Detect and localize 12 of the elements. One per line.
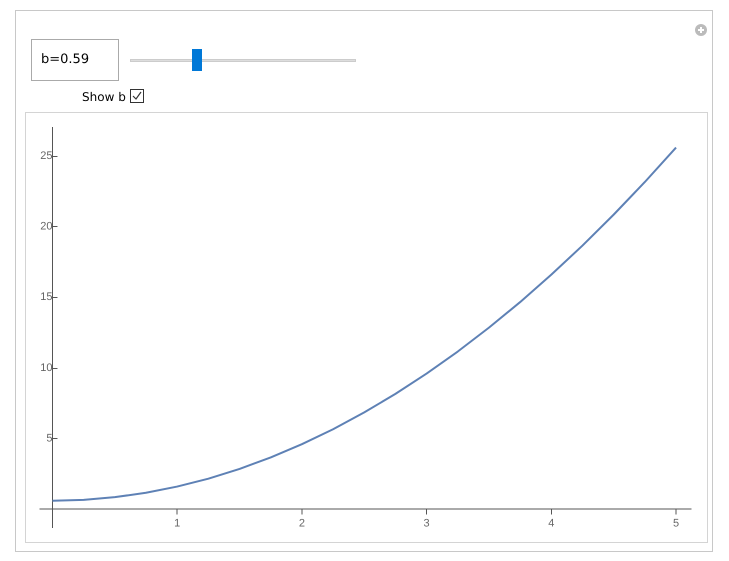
x-tick-label: 1 [174,518,180,530]
y-tick-label: 20 [40,220,52,233]
y-tick-label: 10 [40,362,52,374]
y-tick-label: 25 [40,150,52,162]
x-tick-label: 3 [424,518,430,530]
x-tick-label: 4 [548,518,554,530]
text: Show b [82,90,126,105]
x-tick-label: 5 [672,518,680,530]
y-tick-label: 5 [46,432,52,444]
x-tick-label: 2 [298,518,305,530]
y-tick-label: 15 [40,291,52,304]
input-field: b=0.59 [31,39,119,81]
